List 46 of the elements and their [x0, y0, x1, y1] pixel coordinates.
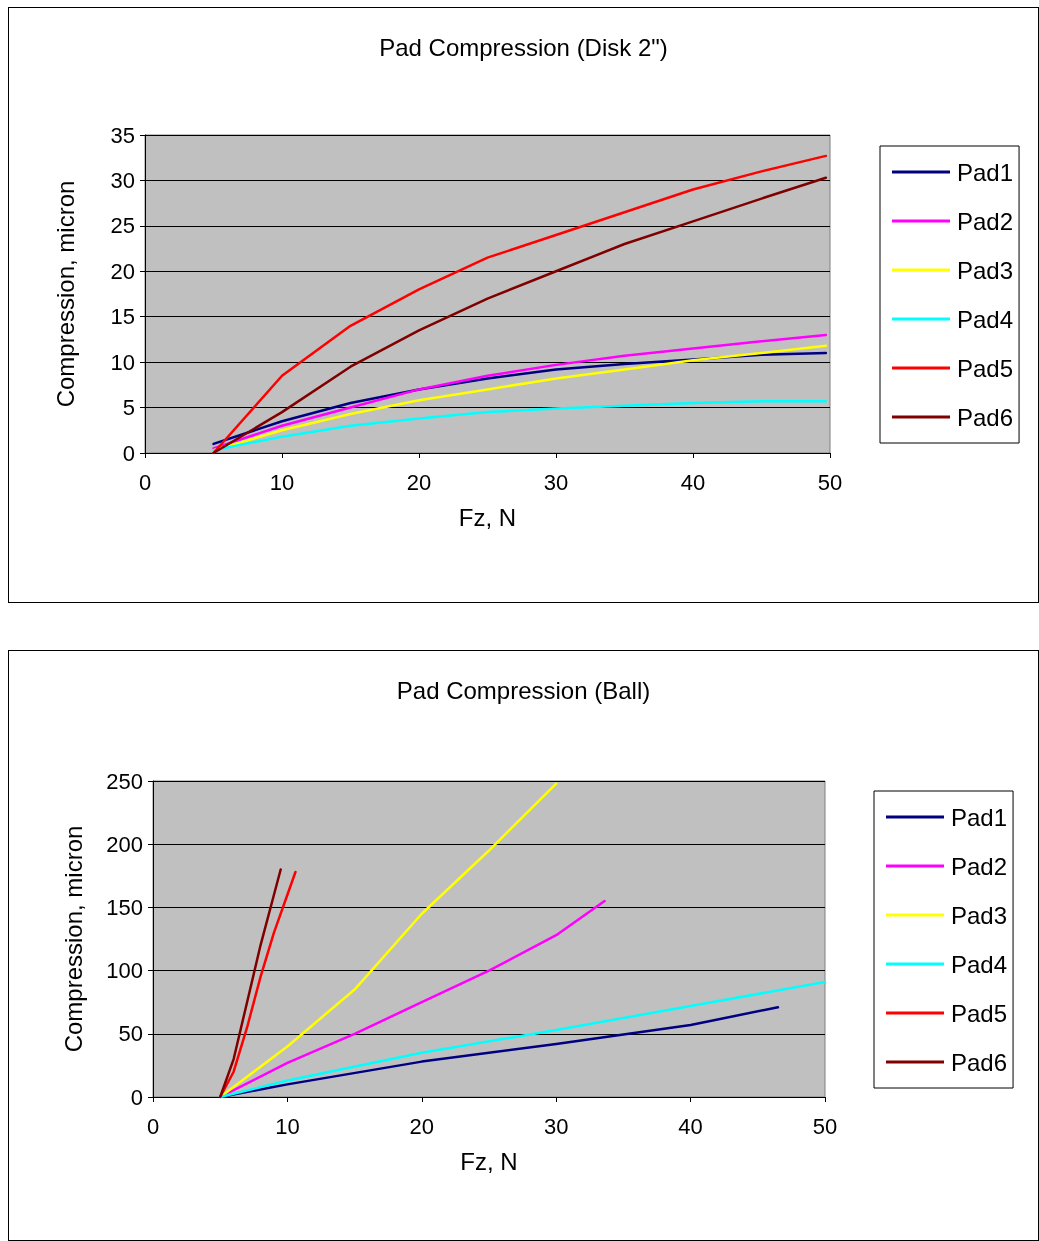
legend-label: Pad5 — [957, 354, 1014, 382]
y-axis-title: Compression, micron — [59, 825, 87, 1053]
x-tick-label: 50 — [817, 469, 843, 495]
y-tick-label: 5 — [122, 395, 135, 421]
line-series — [218, 868, 282, 1099]
x-tick-label: 30 — [543, 469, 569, 495]
legend-label: Pad6 — [951, 1048, 1008, 1076]
line-series — [218, 980, 827, 1099]
y-axis-title: Compression, micron — [51, 180, 79, 408]
x-tick-label: 40 — [680, 469, 706, 495]
x-tick-label: 10 — [275, 1113, 300, 1139]
legend-label: Pad4 — [951, 950, 1008, 978]
y-tick-label: 50 — [118, 1021, 143, 1047]
legend-label: Pad1 — [951, 803, 1008, 831]
x-tick-label: 10 — [269, 469, 295, 495]
y-tick-label: 10 — [110, 349, 135, 375]
x-axis-title: Fz, N — [460, 1147, 518, 1175]
y-tick-label: 250 — [106, 768, 143, 794]
x-tick-label: 0 — [146, 1113, 160, 1139]
y-tick-label: 100 — [106, 958, 143, 984]
y-tick-label: 0 — [122, 440, 135, 466]
legend-label: Pad5 — [951, 999, 1008, 1027]
x-tick-label: 20 — [409, 1113, 435, 1139]
legend-label: Pad2 — [951, 852, 1008, 880]
legend-label: Pad3 — [951, 901, 1008, 929]
y-tick-label: 20 — [110, 258, 135, 284]
x-tick-label: 30 — [543, 1113, 569, 1139]
y-tick-label: 30 — [110, 167, 135, 193]
x-tick-label: 40 — [678, 1113, 703, 1139]
chart-title: Pad Compression (Ball) — [396, 676, 651, 704]
legend-label: Pad1 — [957, 158, 1014, 186]
y-tick-label: 35 — [110, 122, 135, 148]
chart-title: Pad Compression (Disk 2") — [379, 33, 668, 61]
x-axis-title: Fz, N — [458, 503, 517, 531]
x-tick-label: 20 — [406, 469, 432, 495]
x-tick-label: 50 — [812, 1113, 838, 1139]
legend-label: Pad4 — [957, 305, 1014, 333]
y-tick-label: 15 — [110, 304, 135, 330]
line-series — [212, 399, 828, 452]
y-tick-label: 150 — [106, 894, 143, 920]
y-tick-label: 200 — [106, 831, 143, 857]
y-tick-label: 0 — [130, 1084, 143, 1110]
legend-label: Pad3 — [957, 256, 1014, 284]
y-tick-label: 25 — [110, 213, 135, 239]
legend-label: Pad2 — [957, 207, 1014, 235]
legend-label: Pad6 — [957, 403, 1014, 431]
